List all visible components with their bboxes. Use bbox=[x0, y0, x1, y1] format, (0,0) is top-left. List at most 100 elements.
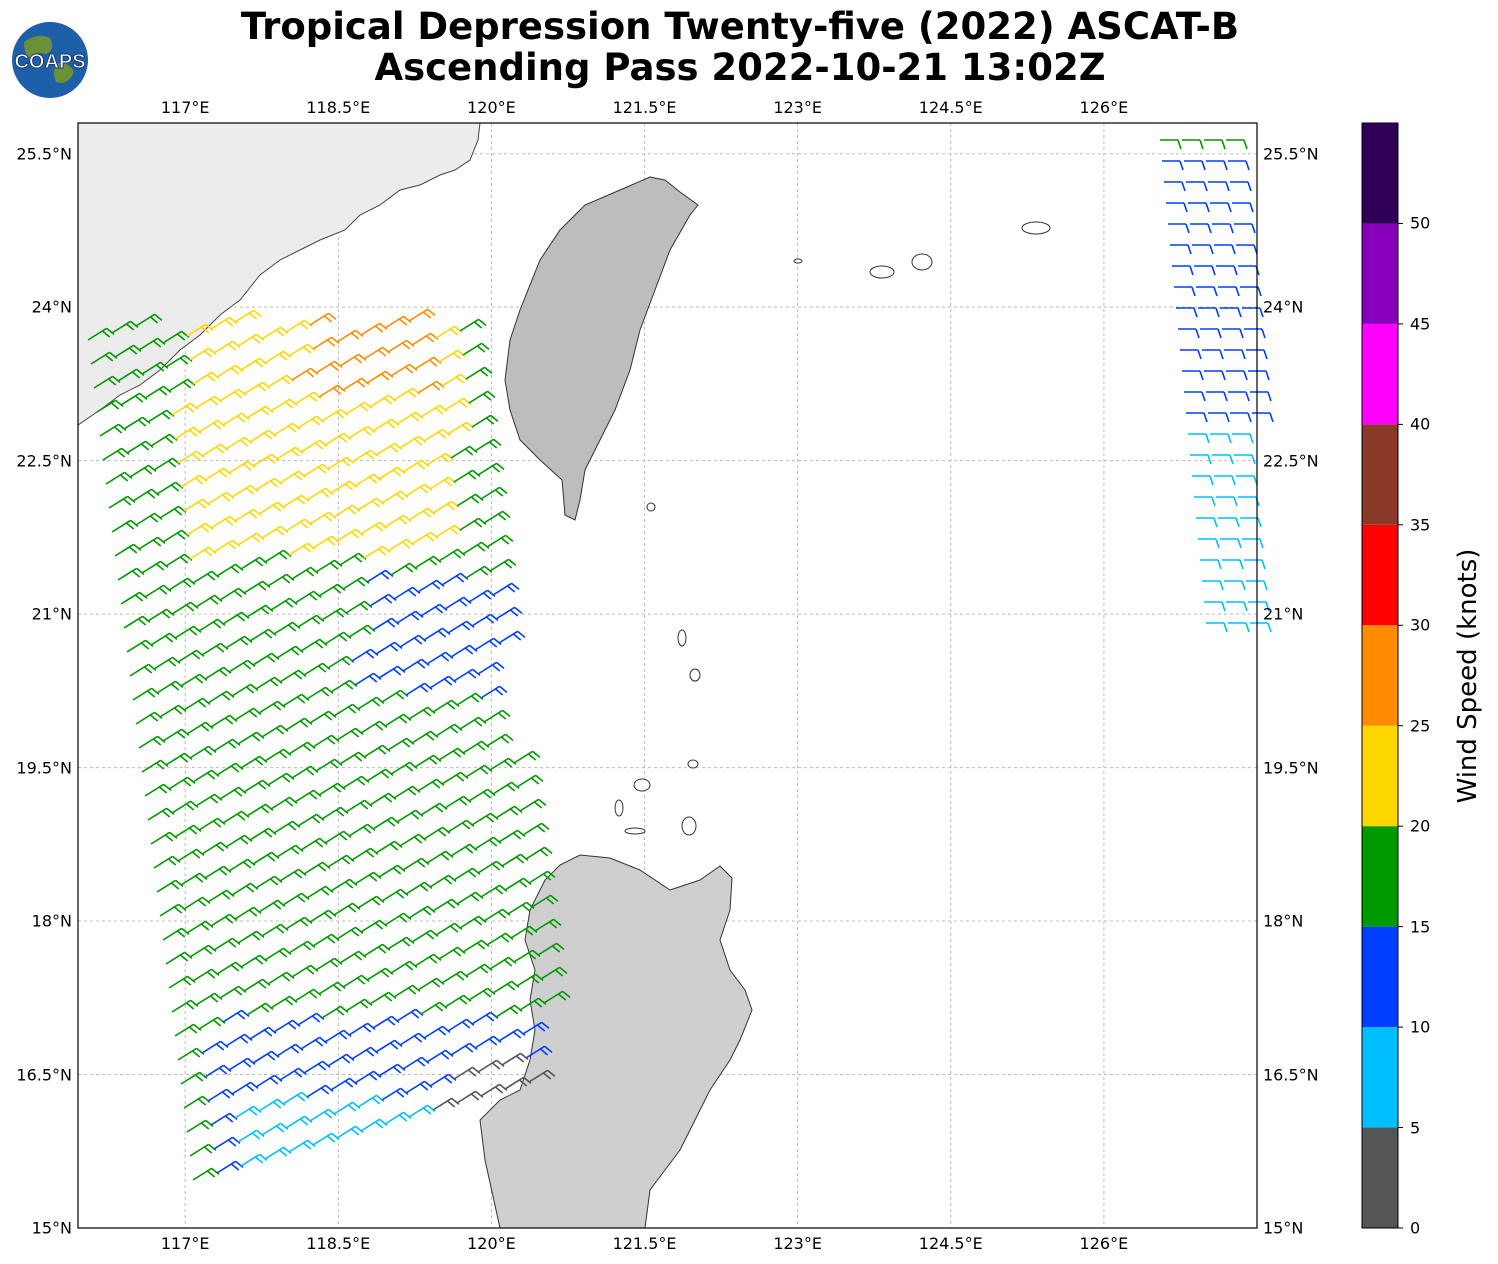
wind-barb bbox=[408, 905, 436, 919]
wind-barb bbox=[453, 867, 481, 881]
colorbar-tick-label: 0 bbox=[1410, 1218, 1421, 1238]
wind-barb bbox=[297, 614, 325, 628]
lat-tick-right: 22.5°N bbox=[1263, 451, 1319, 471]
wind-barb bbox=[348, 1022, 376, 1036]
wind-barb bbox=[1210, 433, 1232, 444]
wind-barb bbox=[114, 543, 142, 557]
wind-barb bbox=[228, 460, 256, 474]
colorbar bbox=[1361, 122, 1403, 1229]
lat-tick-left: 19.5°N bbox=[16, 758, 72, 778]
wind-barb bbox=[453, 668, 481, 682]
wind-barb bbox=[402, 459, 430, 473]
wind-barb bbox=[228, 858, 256, 872]
wind-barb bbox=[1184, 391, 1206, 402]
wind-barb bbox=[513, 750, 541, 764]
wind-barb bbox=[354, 871, 382, 885]
wind-barb bbox=[531, 894, 559, 908]
wind-barb bbox=[297, 813, 325, 827]
wind-barb bbox=[1226, 139, 1248, 150]
wind-barb bbox=[282, 1091, 310, 1105]
wind-barb bbox=[1202, 580, 1224, 591]
wind-barb bbox=[1194, 265, 1216, 276]
wind-barb bbox=[330, 1077, 358, 1091]
wind-barb bbox=[303, 861, 331, 875]
wind-barb bbox=[168, 378, 196, 392]
wind-barb bbox=[249, 1026, 277, 1040]
wind-barb bbox=[336, 528, 364, 542]
wind-barb bbox=[1188, 202, 1210, 213]
wind-barb bbox=[495, 1004, 523, 1018]
wind-barb bbox=[216, 364, 244, 378]
wind-barb bbox=[390, 363, 418, 377]
wind-barb bbox=[450, 445, 478, 459]
wind-barb bbox=[195, 992, 223, 1006]
wind-barb bbox=[129, 663, 157, 677]
wind-barb bbox=[393, 387, 421, 401]
colorbar-segment bbox=[1362, 123, 1398, 224]
wind-barb bbox=[264, 748, 292, 762]
wind-barb bbox=[357, 497, 385, 511]
wind-barb bbox=[282, 693, 310, 707]
wind-barb bbox=[1240, 286, 1262, 297]
plot-title: Tropical Depression Twenty-five (2022) A… bbox=[190, 6, 1290, 88]
wind-barb bbox=[366, 370, 394, 384]
wind-barb bbox=[219, 388, 247, 402]
wind-barb bbox=[456, 1090, 484, 1104]
wind-barb bbox=[519, 798, 547, 812]
wind-barb bbox=[285, 518, 313, 532]
wind-barb bbox=[135, 313, 163, 327]
wind-barb bbox=[348, 624, 376, 638]
wind-barb bbox=[273, 820, 301, 834]
wind-barb bbox=[219, 587, 247, 601]
wind-barb bbox=[273, 1019, 301, 1033]
wind-barb bbox=[312, 535, 340, 549]
wind-barb bbox=[294, 789, 322, 803]
wind-barb bbox=[1242, 538, 1264, 549]
wind-barb bbox=[417, 977, 445, 991]
wind-barb bbox=[417, 380, 445, 394]
wind-barb bbox=[411, 531, 439, 545]
wind-barb bbox=[300, 638, 328, 652]
wind-barb bbox=[420, 603, 448, 617]
wind-barb bbox=[480, 884, 508, 898]
wind-barb bbox=[177, 649, 205, 663]
wind-barb bbox=[378, 665, 406, 679]
wind-barb bbox=[1168, 223, 1190, 234]
wind-barb bbox=[141, 560, 169, 574]
wind-barb bbox=[1234, 454, 1256, 465]
wind-barb bbox=[1188, 433, 1210, 444]
wind-barb bbox=[522, 822, 550, 836]
wind-barb bbox=[219, 985, 247, 999]
lat-tick-right: 16.5°N bbox=[1263, 1065, 1319, 1085]
wind-barb bbox=[186, 920, 214, 934]
wind-barb bbox=[291, 566, 319, 580]
lat-tick-right: 19.5°N bbox=[1263, 758, 1319, 778]
lat-tick-right: 15°N bbox=[1263, 1218, 1304, 1238]
wind-barb bbox=[1242, 307, 1264, 318]
wind-barb bbox=[1164, 181, 1186, 192]
colorbar-tick-label: 30 bbox=[1410, 615, 1431, 635]
wind-barb bbox=[396, 411, 424, 425]
wind-barb bbox=[450, 1042, 478, 1056]
wind-barb bbox=[1206, 391, 1228, 402]
wind-barb bbox=[381, 1087, 409, 1101]
wind-barb bbox=[414, 555, 442, 569]
wind-barb bbox=[429, 476, 457, 490]
wind-barb bbox=[345, 401, 373, 415]
wind-barb bbox=[213, 539, 241, 553]
wind-barb bbox=[1202, 349, 1224, 360]
wind-barb bbox=[138, 735, 166, 749]
wind-barb bbox=[417, 778, 445, 792]
wind-barb bbox=[306, 885, 334, 899]
wind-barb bbox=[303, 1060, 331, 1074]
wind-barb bbox=[1184, 160, 1206, 171]
wind-barb bbox=[408, 308, 436, 322]
wind-barb bbox=[525, 846, 553, 860]
wind-barb bbox=[174, 1023, 202, 1037]
wind-barb bbox=[288, 343, 316, 357]
wind-barb bbox=[198, 419, 226, 433]
wind-barb bbox=[132, 687, 160, 701]
wind-barb bbox=[426, 1049, 454, 1063]
wind-barb bbox=[375, 442, 403, 456]
wind-barb bbox=[372, 816, 400, 830]
